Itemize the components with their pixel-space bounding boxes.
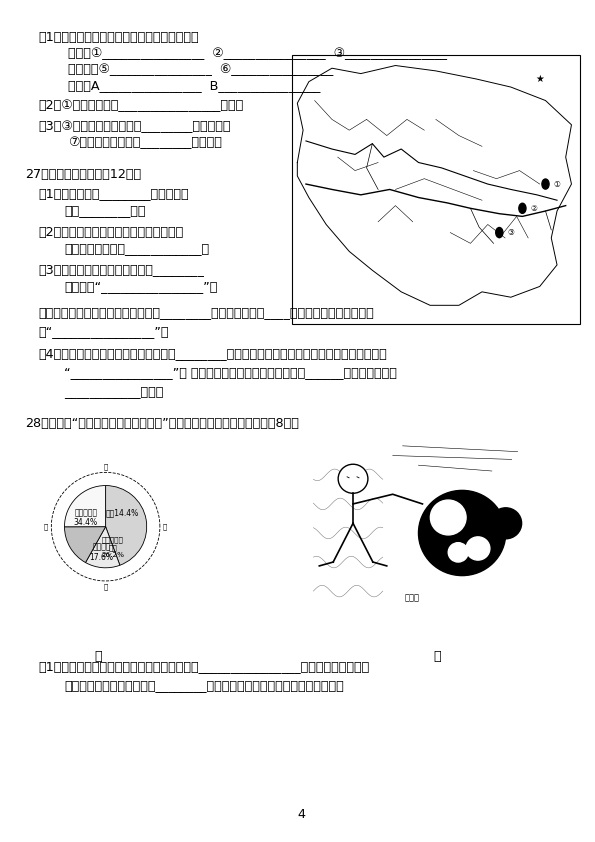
Text: “________________”。 该河段存在的问题，最根本原因是______河段存在严重的: “________________”。 该河段存在的问题，最根本原因是_____…: [64, 366, 397, 379]
Text: 右: 右: [163, 524, 167, 530]
Text: 难以利用的
土地
26.2%: 难以利用的 土地 26.2%: [102, 536, 124, 558]
Text: 甲: 甲: [95, 650, 102, 663]
Bar: [292, 55, 580, 324]
Text: 美称。已建成世界上最大的水电站是________，在图中代号为____。宜宾以下航运便利，被: 美称。已建成世界上最大的水电站是________，在图中代号为____。宜宾以下…: [39, 306, 374, 319]
Text: 地形区：⑤________________  ⑥________________: 地形区：⑤________________ ⑥________________: [68, 63, 334, 76]
Text: 稽“________________”。: 稽“________________”。: [39, 325, 169, 338]
Text: 上: 上: [104, 464, 108, 471]
Text: 废地等: 废地等: [405, 594, 420, 603]
Text: 林地山地
17.6%: 林地山地 17.6%: [89, 542, 114, 562]
Text: 耕地14.4%: 耕地14.4%: [105, 509, 139, 517]
Text: 28．读图甲“中国土地利用类型的构成”及漫画图乙，完成下列问题。（8分）: 28．读图甲“中国土地利用类型的构成”及漫画图乙，完成下列问题。（8分）: [25, 417, 299, 429]
Text: 4: 4: [298, 808, 305, 821]
Circle shape: [542, 179, 549, 189]
Text: （4）黄河流域河水最容易泛渥的河段是________游河段，该河段的河床被抬升，成为举世闻名的: （4）黄河流域河水最容易泛渥的河段是________游河段，该河段的河床被抬升，…: [39, 347, 387, 360]
Circle shape: [418, 490, 506, 576]
Text: ★: ★: [536, 73, 544, 83]
Text: 27．读图，回答问题（12分）: 27．读图，回答问题（12分）: [25, 168, 141, 181]
Wedge shape: [64, 527, 106, 562]
Text: （1）黄河发源于________（山脉），: （1）黄河发源于________（山脉），: [39, 187, 189, 200]
Circle shape: [490, 508, 522, 539]
Circle shape: [448, 542, 468, 562]
Text: ③: ③: [507, 228, 514, 237]
Text: （3）长江的水能资源主要集中在________: （3）长江的水能资源主要集中在________: [39, 263, 205, 275]
Text: （2）①山脉的南侧是________________盆地。: （2）①山脉的南侧是________________盆地。: [39, 99, 244, 112]
Text: （1）从甲图中看出，我国土地资源的优势是：________________；不利的是各类土地: （1）从甲图中看出，我国土地资源的优势是：________________；不利…: [39, 660, 370, 673]
Circle shape: [496, 227, 503, 237]
Text: 流，其主要原因是____________。: 流，其主要原因是____________。: [64, 242, 209, 255]
Circle shape: [519, 203, 526, 213]
Text: （2）长江和黄河的流向均大致为自西向东: （2）长江和黄河的流向均大致为自西向东: [39, 226, 184, 238]
Text: 山脉：①________________  ②________________  ③________________: 山脉：①________________ ②________________ ③…: [68, 47, 447, 60]
Text: 河段，有“________________”的: 河段，有“________________”的: [64, 280, 218, 292]
Text: 待利用土地
34.4%: 待利用土地 34.4%: [74, 508, 98, 527]
Text: 构成比例不尽合理，主要是________少，难利用土地多，后备土地资源不足。: 构成比例不尽合理，主要是________少，难利用土地多，后备土地资源不足。: [64, 679, 344, 691]
Text: （1）填出图中序号或字母所代表的地理事物：: （1）填出图中序号或字母所代表的地理事物：: [39, 31, 199, 44]
Circle shape: [430, 500, 466, 535]
Text: （3）③山脉位于我国地势第________级阶梯上；: （3）③山脉位于我国地势第________级阶梯上；: [39, 120, 231, 132]
Circle shape: [338, 464, 368, 493]
Text: ____________问题。: ____________问题。: [64, 385, 164, 397]
Wedge shape: [105, 486, 147, 565]
Text: 左: 左: [44, 524, 48, 530]
Text: 注入________海。: 注入________海。: [64, 204, 146, 216]
Text: 下: 下: [104, 583, 108, 589]
Text: ⑦山脉位于江西省和________省之间。: ⑦山脉位于江西省和________省之间。: [68, 136, 223, 149]
Text: 乙: 乙: [434, 650, 441, 663]
Text: ②: ②: [530, 204, 537, 213]
Wedge shape: [64, 486, 106, 527]
Wedge shape: [86, 527, 120, 568]
Text: 国家：A________________  B________________: 国家：A________________ B________________: [68, 79, 321, 92]
Text: ①: ①: [553, 179, 560, 189]
Circle shape: [466, 537, 490, 560]
